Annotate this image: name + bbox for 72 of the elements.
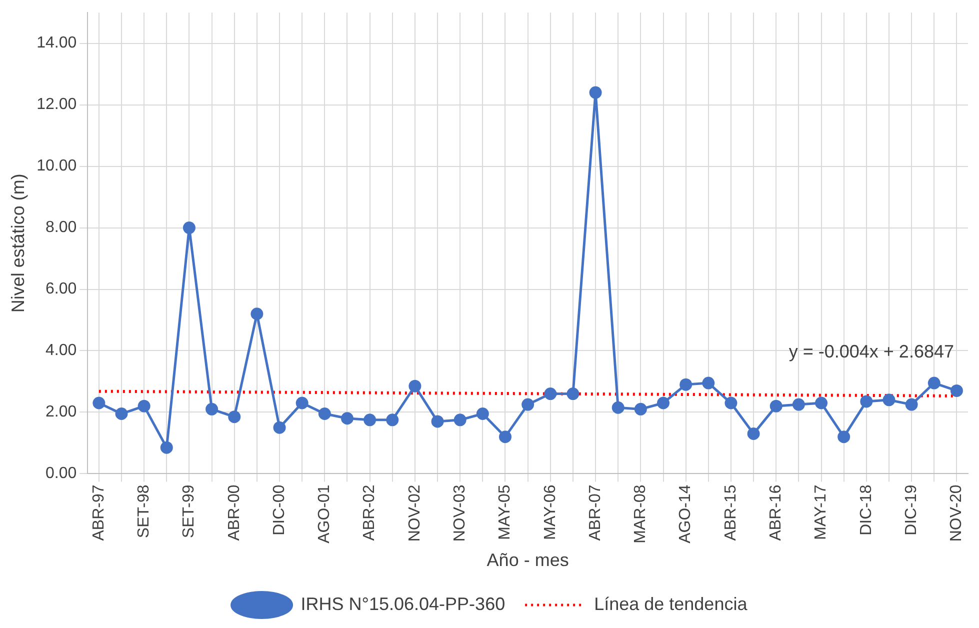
annotation: y = -0.004x + 2.6847 <box>788 342 954 362</box>
y-tick-label: 10.00 <box>36 158 77 175</box>
point <box>724 396 738 410</box>
point <box>228 410 241 424</box>
x-tick-label: MAY-06 <box>542 484 559 540</box>
x-tick-label: DIC-19 <box>902 484 920 536</box>
point <box>454 414 466 426</box>
y-tick-label: 14.00 <box>36 34 77 52</box>
x-tick-label: ABR-97 <box>90 484 108 541</box>
point <box>747 428 760 440</box>
x-tick-label: DIC-00 <box>270 484 288 536</box>
x-tick-label: NOV-20 <box>948 484 966 542</box>
point <box>182 222 196 234</box>
point <box>928 376 940 390</box>
x-tick-label: AGO-14 <box>677 484 694 544</box>
point <box>386 414 399 426</box>
point <box>702 376 715 390</box>
y-tick-label: 0.00 <box>46 465 77 482</box>
point <box>522 398 534 411</box>
x-axis-title: Año - mes <box>486 550 569 570</box>
y-tick-label: 12.00 <box>36 96 77 114</box>
y-tick-label: 4.00 <box>46 342 77 360</box>
y-tick-label: 6.00 <box>46 280 77 298</box>
x-tick-label: ABR-15 <box>722 484 740 541</box>
x-tick-label: ABR-07 <box>586 484 604 541</box>
point <box>770 400 782 412</box>
x-tick-label: AGO-01 <box>316 484 334 544</box>
point <box>206 402 218 416</box>
point <box>860 395 873 408</box>
x-tick-label: ABR-00 <box>226 484 243 541</box>
point <box>657 396 670 410</box>
x-tick-label: NOV-03 <box>452 484 468 542</box>
point <box>950 384 963 397</box>
x-tick-label: SET-98 <box>135 484 152 538</box>
x-tick-label: ABR-02 <box>361 484 378 541</box>
point <box>115 408 128 420</box>
point <box>250 308 264 320</box>
point <box>882 394 896 406</box>
point <box>589 86 602 99</box>
x-tick-label: MAR-08 <box>632 484 650 544</box>
point <box>612 401 624 414</box>
point <box>408 380 422 392</box>
point <box>498 430 512 444</box>
x-tick-label: NOV-02 <box>406 484 424 542</box>
point <box>476 408 489 420</box>
point <box>92 396 106 410</box>
point <box>792 398 805 411</box>
point <box>905 398 918 411</box>
x-tick-label: MAY-17 <box>812 484 830 540</box>
point <box>634 402 647 416</box>
x-tick-label: ABR-16 <box>768 484 785 541</box>
point <box>431 415 444 428</box>
x-tick-label: MAY-05 <box>496 484 514 540</box>
legend-label: IRHS N°15.06.04-PP-360 <box>300 594 506 614</box>
x-tick-label: SET-99 <box>180 484 198 538</box>
point <box>296 396 308 410</box>
point <box>680 378 692 391</box>
point <box>273 421 286 434</box>
y-axis-title: Nivel estático (m) <box>8 174 28 313</box>
y-tick-label: 8.00 <box>46 219 77 236</box>
point <box>160 441 173 454</box>
point <box>566 388 580 400</box>
legend-label: Línea de tendencia <box>594 594 748 614</box>
point <box>138 400 150 412</box>
y-tick-label: 2.00 <box>46 404 77 421</box>
point <box>544 388 557 400</box>
point <box>340 412 354 425</box>
x-tick-label: DIC-18 <box>858 484 875 536</box>
point <box>838 430 850 444</box>
point <box>318 408 331 420</box>
point <box>815 396 828 410</box>
point <box>364 414 376 426</box>
